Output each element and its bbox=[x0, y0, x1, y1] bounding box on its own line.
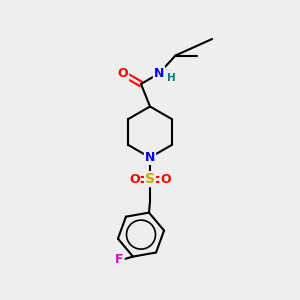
Text: O: O bbox=[118, 67, 128, 80]
Text: N: N bbox=[154, 67, 164, 80]
Text: O: O bbox=[129, 172, 140, 186]
Text: S: S bbox=[145, 172, 155, 186]
Text: H: H bbox=[167, 73, 176, 83]
Text: N: N bbox=[145, 151, 155, 164]
Text: O: O bbox=[160, 172, 171, 186]
Text: F: F bbox=[115, 253, 124, 266]
